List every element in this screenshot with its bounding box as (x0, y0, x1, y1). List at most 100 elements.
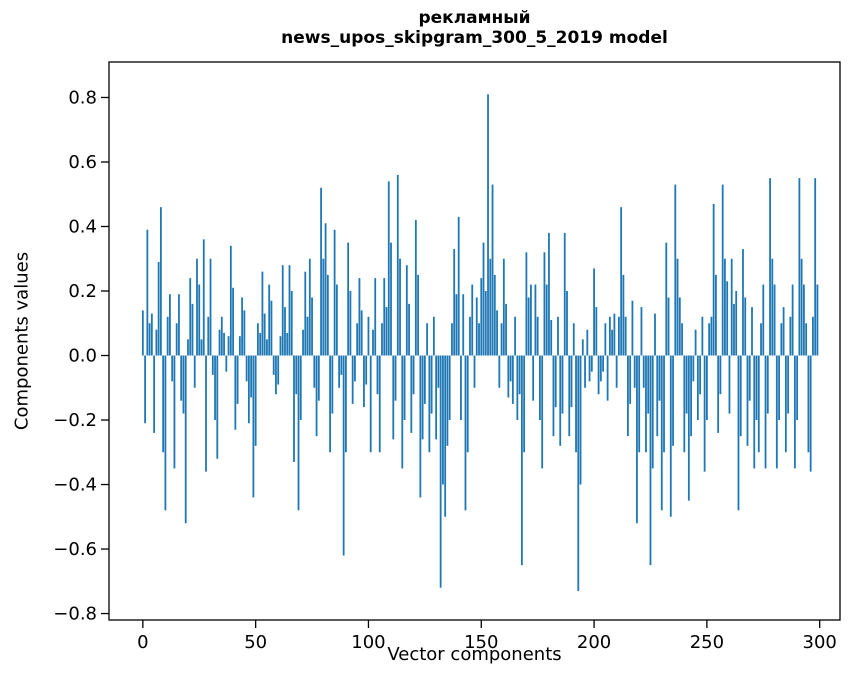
bar (419, 355, 422, 498)
bar (685, 355, 688, 414)
bar (748, 355, 751, 401)
bar (566, 291, 568, 356)
bar (771, 258, 774, 356)
bar (196, 258, 198, 356)
bar (412, 355, 415, 395)
bar (807, 355, 810, 453)
bar (552, 355, 555, 437)
bar (796, 355, 799, 421)
bar (710, 316, 713, 356)
bar (656, 355, 659, 437)
bar (191, 303, 194, 356)
bar (814, 178, 817, 356)
bar (150, 313, 153, 356)
bar (751, 307, 753, 356)
bar (209, 258, 212, 356)
bar (520, 355, 523, 566)
bar (302, 329, 304, 356)
bar (225, 355, 228, 372)
bar (365, 355, 368, 385)
bar (460, 355, 462, 421)
bar (211, 355, 214, 375)
bar (755, 355, 758, 421)
bar (462, 294, 465, 356)
bar (667, 297, 670, 356)
bar (475, 297, 478, 356)
bar (299, 355, 302, 421)
bar (259, 332, 262, 356)
bar (581, 339, 584, 356)
bar (306, 316, 309, 356)
bar (187, 339, 189, 356)
bar (769, 178, 771, 356)
bar (381, 323, 383, 356)
y-tick-label: −0.2 (53, 410, 97, 431)
bar (708, 323, 711, 356)
bar (744, 297, 747, 356)
x-tick-label: 150 (464, 632, 498, 653)
bar (473, 355, 476, 388)
bar (681, 323, 683, 356)
bar (275, 355, 277, 395)
bar (223, 332, 225, 356)
bar (157, 261, 160, 356)
bar (676, 258, 679, 356)
bar (236, 355, 239, 404)
bar (297, 355, 300, 511)
bar (742, 249, 744, 356)
bar (534, 284, 537, 356)
bar (392, 355, 395, 440)
bar (541, 355, 544, 469)
bar (717, 355, 720, 433)
bar (315, 355, 318, 437)
bar (290, 291, 293, 356)
bar (354, 355, 356, 382)
y-tick-label: 0.6 (68, 152, 97, 173)
bar (809, 355, 812, 472)
bar (229, 245, 232, 356)
bar (469, 316, 471, 356)
bar (430, 355, 433, 414)
y-tick-label: −0.8 (53, 604, 97, 625)
bar (464, 355, 467, 511)
bar (728, 355, 731, 414)
bar (320, 187, 322, 356)
bar (773, 284, 776, 356)
bar (694, 329, 697, 356)
bar (660, 355, 663, 511)
bar (523, 355, 526, 453)
bar (405, 265, 408, 356)
bar (351, 355, 354, 404)
bar (559, 355, 562, 446)
x-tick-label: 50 (244, 632, 267, 653)
bar (410, 355, 413, 433)
bar (638, 355, 641, 453)
bar (631, 300, 634, 356)
bar (507, 355, 510, 398)
bar (593, 268, 595, 356)
bar (270, 300, 273, 356)
bar (800, 258, 803, 356)
y-axis-label: Components values (11, 251, 33, 431)
bar (627, 355, 629, 437)
bar (220, 316, 223, 356)
bar (584, 355, 586, 388)
bar (272, 355, 275, 375)
bar (620, 207, 623, 356)
bar (378, 355, 381, 453)
bar (514, 316, 517, 356)
bar (162, 355, 165, 453)
bar (577, 355, 580, 591)
bar (394, 355, 397, 401)
bar (295, 355, 298, 395)
x-tick-label: 100 (351, 632, 385, 653)
bar (498, 355, 501, 388)
bar (642, 355, 645, 388)
bar (645, 355, 647, 453)
bar (532, 355, 535, 401)
bar (793, 355, 796, 469)
bar (525, 252, 528, 356)
bar (617, 316, 620, 356)
bar (171, 355, 174, 382)
